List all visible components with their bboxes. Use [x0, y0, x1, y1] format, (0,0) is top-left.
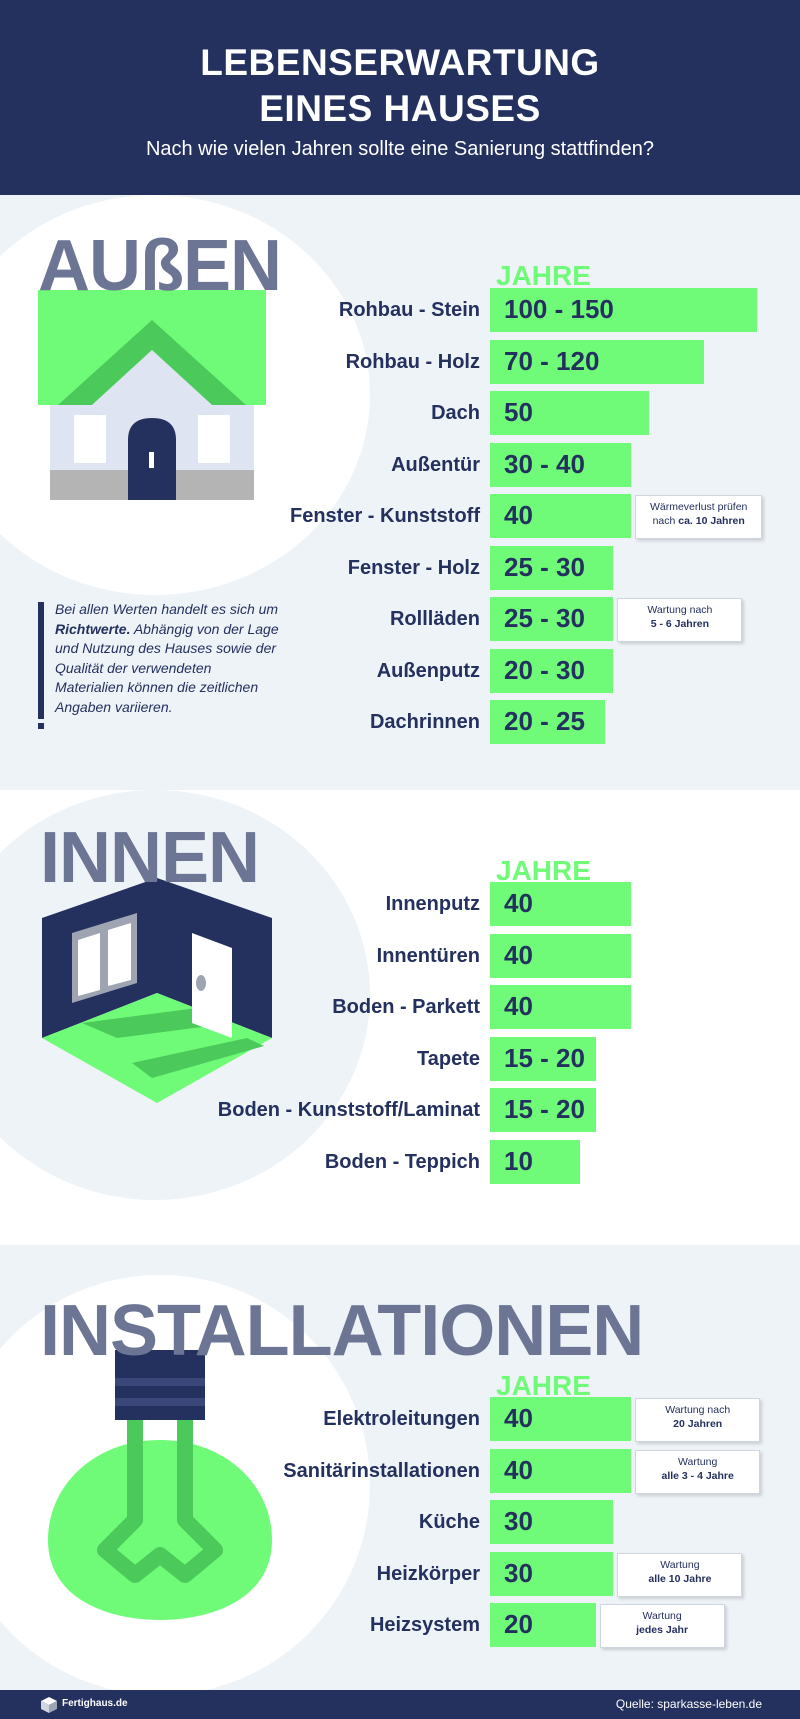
bar-category-label: Innentüren	[376, 944, 480, 967]
bar-value-label: 30 - 40	[504, 448, 585, 479]
page-subtitle: Nach wie vielen Jahren sollte eine Sanie…	[145, 138, 655, 160]
bar-value-label: 40	[504, 1403, 533, 1433]
bar-value-label: 10	[504, 1145, 533, 1176]
bar-category-label: Boden - Teppich	[324, 1150, 480, 1173]
house-icon	[38, 290, 266, 500]
disclaimer-text: Bei allen Werten handelt es sich um Rich…	[55, 601, 279, 715]
footer-logo: Fertighaus.de	[62, 1698, 128, 1709]
bar: 20 - 30	[490, 648, 614, 693]
bar-category-label: Außenputz	[376, 659, 480, 682]
jahre-label: JAHRE	[496, 1370, 591, 1401]
bar: 70 - 120	[490, 339, 704, 384]
bar-value-label: 20	[504, 1609, 533, 1639]
bar-category-label: Elektroleitungen	[323, 1408, 480, 1430]
footer: Fertighaus.de Quelle: sparkasse-leben.de	[0, 1690, 800, 1719]
bar: 10	[490, 1139, 580, 1184]
bar-category-label: Rollläden	[389, 608, 480, 630]
title-line-1: LEBENSERWARTUNG	[200, 42, 600, 83]
bar-category-label: Rohbau - Stein	[338, 299, 480, 321]
title-line-2: EINES HAUSES	[259, 88, 541, 129]
bar-category-label: Tapete	[417, 1047, 480, 1070]
bar-value-label: 40	[504, 500, 533, 530]
disclaimer-bar	[38, 602, 44, 719]
maintenance-note: Wartung nach 5 - 6 Jahren	[617, 598, 743, 642]
bar: 20 - 25	[490, 700, 605, 744]
bar: 30 - 40	[490, 442, 632, 487]
page-title: LEBENSERWARTUNG EINES HAUSES	[0, 40, 800, 132]
bar: 30	[490, 1551, 614, 1596]
bar: 15 - 20	[490, 1036, 596, 1081]
maintenance-note: Wärmeverlust prüfen nach ca. 10 Jahren	[635, 495, 763, 539]
bar-value-label: 30	[504, 1506, 533, 1536]
bar-value-label: 40	[504, 939, 533, 970]
bar: 15 - 20	[490, 1088, 596, 1132]
maintenance-note: Wartung alle 3 - 4 Jahre	[635, 1449, 761, 1494]
room-icon	[42, 878, 272, 1103]
maintenance-note: Wartung nach 20 Jahren	[635, 1398, 761, 1442]
bar-category-label: Dach	[431, 402, 480, 424]
bar: 25 - 30	[490, 597, 614, 641]
bar: 40	[490, 1448, 632, 1493]
bar-value-label: 25 - 30	[504, 603, 585, 633]
jahre-label: JAHRE	[496, 855, 591, 886]
bar-category-label: Innenputz	[385, 893, 480, 915]
bar: 100 - 150	[490, 288, 757, 332]
bar: 20	[490, 1603, 596, 1647]
bar: 25 - 30	[490, 545, 614, 590]
bar-value-label: 40	[504, 888, 533, 918]
bar-category-label: Fenster - Kunststoff	[290, 505, 480, 527]
bar-value-label: 25 - 30	[504, 551, 585, 582]
bar-category-label: Außentür	[391, 453, 480, 476]
bar-category-label: Boden - Parkett	[332, 996, 480, 1018]
bar-value-label: 70 - 120	[504, 345, 600, 376]
bar-category-label: Küche	[418, 1511, 480, 1533]
bar: 40	[490, 985, 632, 1029]
section-heading-innen: INNEN	[40, 818, 260, 898]
header: LEBENSERWARTUNG EINES HAUSES Nach wie vi…	[0, 0, 800, 195]
bar-value-label: 15 - 20	[504, 1042, 585, 1073]
logo-icon	[41, 1697, 57, 1713]
bar-value-label: 30	[504, 1557, 533, 1588]
bar: 40	[490, 1397, 632, 1441]
bar-value-label: 100 - 150	[504, 294, 614, 324]
section-heading-aussen: AUßEN	[38, 226, 282, 306]
bar-value-label: 20 - 30	[504, 654, 585, 685]
footer-source: Quelle: sparkasse-leben.de	[615, 1697, 762, 1711]
bar: 40	[490, 494, 632, 538]
disclaimer-dot	[38, 723, 44, 729]
bar-value-label: 20 - 25	[504, 706, 585, 736]
bar-category-label: Heizkörper	[376, 1562, 480, 1585]
bar: 30	[490, 1500, 614, 1544]
maintenance-note: Wartung alle 10 Jahre	[617, 1552, 743, 1597]
bar: 40	[490, 882, 632, 926]
bar-category-label: Rohbau - Holz	[345, 350, 480, 373]
jahre-label: JAHRE	[496, 260, 591, 291]
bar-value-label: 40	[504, 991, 533, 1021]
bar-category-label: Dachrinnen	[369, 711, 480, 733]
bar-value-label: 40	[504, 1454, 533, 1485]
lightbulb-icon	[48, 1350, 272, 1620]
section-innen: INNEN	[0, 790, 800, 1245]
bar-category-label: Heizsystem	[369, 1614, 480, 1636]
bar-category-label: Sanitärinstallationen	[283, 1459, 480, 1482]
bar-value-label: 15 - 20	[504, 1094, 585, 1124]
bar: 50	[490, 391, 649, 435]
bar-category-label: Fenster - Holz	[347, 556, 480, 579]
bar-category-label: Boden - Kunststoff/Laminat	[217, 1099, 480, 1121]
bar-value-label: 50	[504, 397, 533, 427]
maintenance-note: Wartung jedes Jahr	[599, 1604, 725, 1648]
section-heading-installationen: INSTALLATIONEN	[40, 1291, 644, 1371]
bar: 40	[490, 933, 632, 978]
